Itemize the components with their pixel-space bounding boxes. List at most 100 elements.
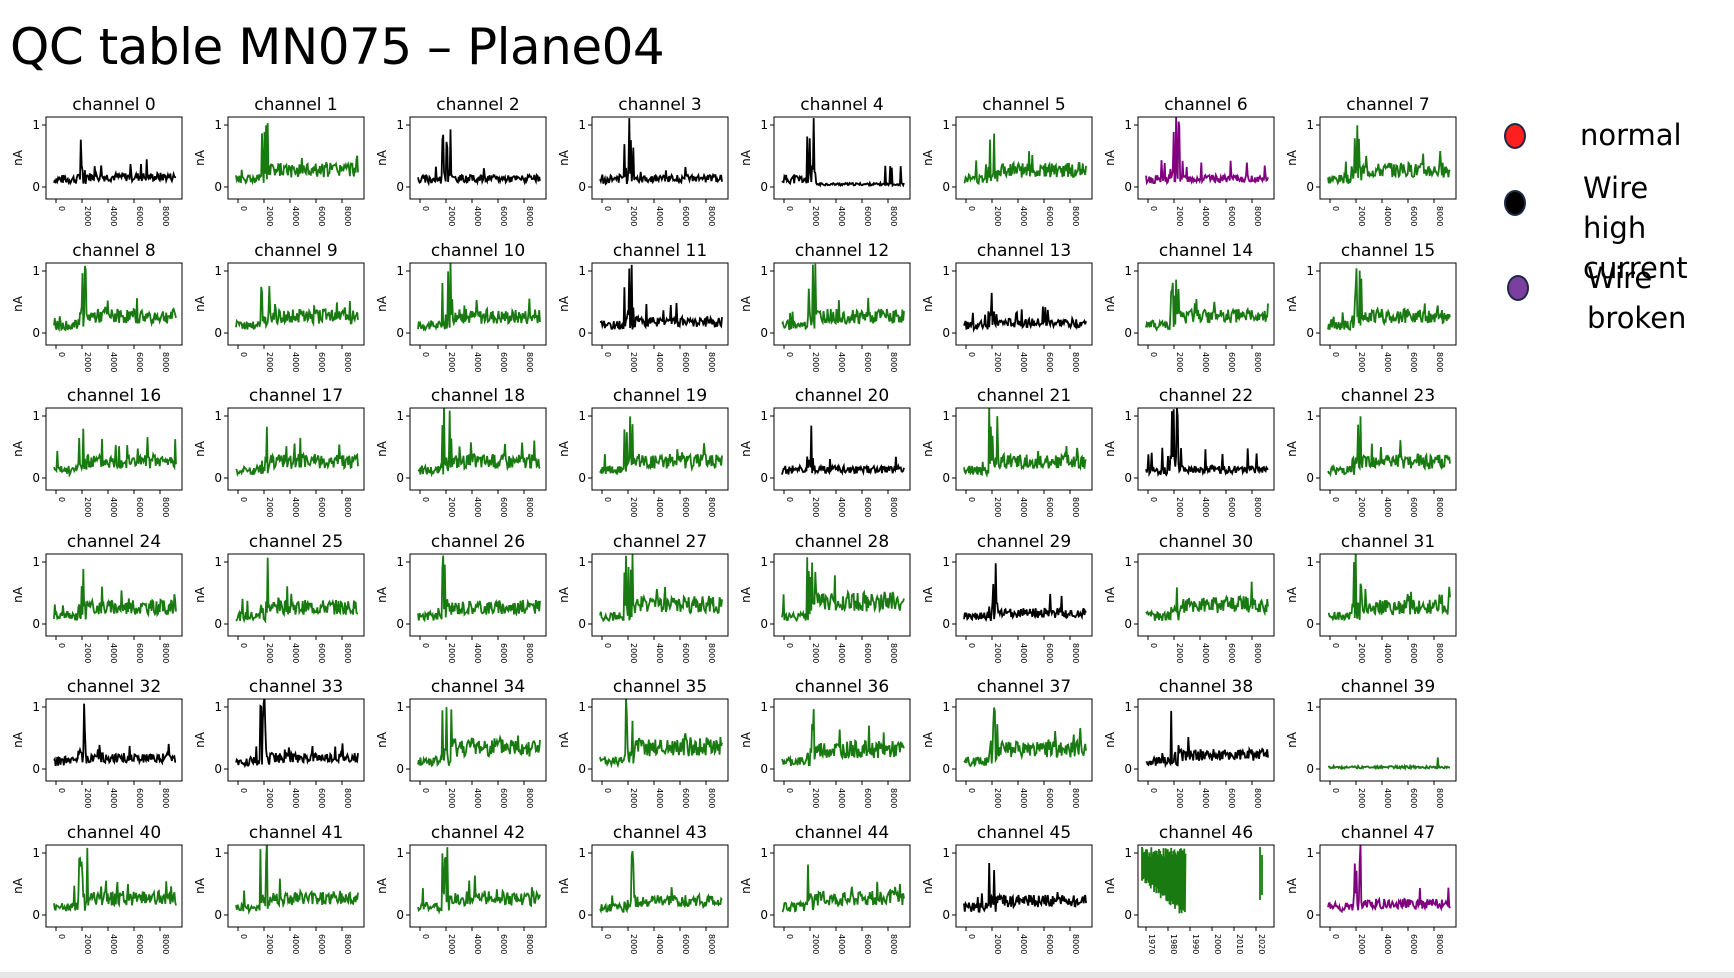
panel-title: channel 18 — [431, 386, 525, 406]
y-tick-label: 1 — [1124, 118, 1132, 132]
plot-frame — [1137, 407, 1275, 491]
x-tick-label: 8000 — [707, 643, 716, 663]
signal-trace — [781, 557, 905, 623]
y-tick-label: 0 — [1306, 617, 1314, 631]
y-axis-label: nA — [1285, 731, 1299, 748]
y-axis-label: nA — [1285, 440, 1299, 457]
plot-frame — [1137, 553, 1275, 637]
x-tick-label: 6000 — [135, 206, 144, 226]
x-tick-label: 2000 — [1357, 352, 1366, 372]
x-tick-label: 0 — [421, 643, 430, 648]
plot-frame — [1137, 844, 1275, 928]
y-tick-label: 1 — [32, 846, 40, 860]
x-tick-label: 6000 — [863, 788, 872, 808]
y-axis-label: nA — [1103, 877, 1117, 894]
panel-title: channel 28 — [795, 532, 889, 552]
y-tick-label: 0 — [760, 762, 768, 776]
x-tick-label: 0 — [239, 206, 248, 211]
x-tick-label: 2000 — [1357, 206, 1366, 226]
x-tick-label: 0 — [421, 206, 430, 211]
x-tick-label: 2000 — [265, 352, 274, 372]
panel-title: channel 41 — [249, 823, 343, 843]
x-tick-label: 6000 — [317, 352, 326, 372]
channel-panel: channel 1 nA 0 1 0 2000 4000 6000 8000 — [193, 95, 365, 226]
y-tick-label: 0 — [32, 617, 40, 631]
x-tick-label: 4000 — [473, 788, 482, 808]
y-tick-label: 1 — [32, 264, 40, 278]
plot-frame — [45, 262, 183, 346]
signal-trace — [1145, 117, 1269, 186]
panel-title: channel 25 — [249, 532, 343, 552]
x-tick-label: 6000 — [317, 643, 326, 663]
x-tick-label: 4000 — [655, 206, 664, 226]
panel-title: channel 20 — [795, 386, 889, 406]
x-tick-label: 8000 — [707, 788, 716, 808]
plot-frame — [409, 553, 547, 637]
panel-title: channel 42 — [431, 823, 525, 843]
plot-frame — [45, 553, 183, 637]
y-axis-label: nA — [11, 149, 25, 166]
signal-trace — [1145, 408, 1269, 478]
bottom-bar — [0, 972, 1734, 978]
channel-panel: channel 9 nA 0 1 0 2000 4000 6000 8000 — [193, 241, 365, 372]
y-tick-label: 1 — [578, 118, 586, 132]
x-tick-label: 8000 — [161, 643, 170, 663]
plot-frame — [1319, 116, 1457, 200]
y-tick-label: 0 — [396, 617, 404, 631]
y-axis-label: nA — [1103, 586, 1117, 603]
x-tick-label: 0 — [57, 934, 66, 939]
x-tick-label: 8000 — [1071, 643, 1080, 663]
signal-trace — [1327, 268, 1451, 332]
x-tick-label: 4000 — [655, 352, 664, 372]
x-tick-label: 8000 — [525, 643, 534, 663]
plot-frame — [227, 262, 365, 346]
y-axis-label: nA — [1285, 149, 1299, 166]
y-tick-label: 0 — [214, 471, 222, 485]
y-tick-label: 1 — [214, 555, 222, 569]
x-tick-label: 6000 — [135, 352, 144, 372]
y-axis-label: nA — [1103, 295, 1117, 312]
x-tick-label: 0 — [239, 788, 248, 793]
x-tick-label: 6000 — [1045, 206, 1054, 226]
y-tick-label: 1 — [396, 264, 404, 278]
y-tick-label: 0 — [760, 908, 768, 922]
x-tick-label: 4000 — [837, 352, 846, 372]
x-tick-label: 6000 — [681, 206, 690, 226]
x-tick-label: 2000 — [447, 497, 456, 517]
channel-panel: channel 38 nA 0 1 0 2000 4000 6000 8000 — [1103, 677, 1275, 808]
y-axis-label: nA — [739, 440, 753, 457]
y-axis-label: nA — [921, 295, 935, 312]
x-tick-label: 2000 — [811, 497, 820, 517]
y-axis-label: nA — [557, 586, 571, 603]
y-tick-label: 0 — [1306, 326, 1314, 340]
signal-trace — [235, 845, 359, 916]
x-tick-label: 4000 — [837, 643, 846, 663]
x-tick-label: 4000 — [109, 206, 118, 226]
x-tick-label: 8000 — [161, 788, 170, 808]
plot-frame — [1319, 407, 1457, 491]
plot-frame — [773, 262, 911, 346]
legend-label-broken: Wire broken — [1587, 261, 1687, 335]
x-tick-label: 4000 — [473, 643, 482, 663]
x-tick-label: 8000 — [1071, 788, 1080, 808]
x-tick-label: 0 — [1149, 206, 1158, 211]
x-tick-label: 0 — [967, 497, 976, 502]
y-tick-label: 1 — [578, 555, 586, 569]
x-tick-label: 2000 — [629, 352, 638, 372]
y-tick-label: 1 — [760, 846, 768, 860]
x-tick-label: 8000 — [525, 497, 534, 517]
y-tick-label: 0 — [1124, 471, 1132, 485]
y-tick-label: 1 — [32, 409, 40, 423]
x-tick-label: 0 — [239, 643, 248, 648]
x-tick-label: 8000 — [343, 497, 352, 517]
panel-title: channel 11 — [613, 241, 707, 261]
y-tick-label: 1 — [1306, 264, 1314, 278]
channel-panel: channel 24 nA 0 1 0 2000 4000 6000 8000 — [11, 532, 183, 663]
signal-trace — [417, 263, 541, 332]
y-axis-label: nA — [1103, 731, 1117, 748]
x-tick-label: 2000 — [1213, 934, 1222, 954]
y-tick-label: 0 — [396, 908, 404, 922]
y-tick-label: 0 — [396, 762, 404, 776]
signal-trace — [963, 563, 1087, 623]
plot-frame — [1137, 262, 1275, 346]
